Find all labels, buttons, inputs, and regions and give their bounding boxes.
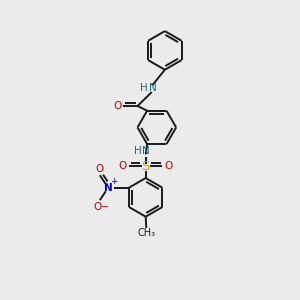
Text: CH₃: CH₃ [137, 228, 155, 238]
Text: +: + [110, 177, 118, 186]
Text: O: O [93, 202, 102, 212]
Text: O: O [95, 164, 103, 174]
Text: O: O [114, 101, 122, 111]
Text: O: O [119, 161, 127, 171]
Text: N: N [142, 146, 150, 156]
Text: H: H [134, 146, 142, 156]
Text: −: − [101, 202, 109, 212]
Text: O: O [164, 161, 173, 171]
Text: N: N [104, 183, 112, 193]
Text: N: N [149, 82, 157, 93]
Text: S: S [142, 160, 150, 172]
Text: H: H [140, 82, 148, 93]
